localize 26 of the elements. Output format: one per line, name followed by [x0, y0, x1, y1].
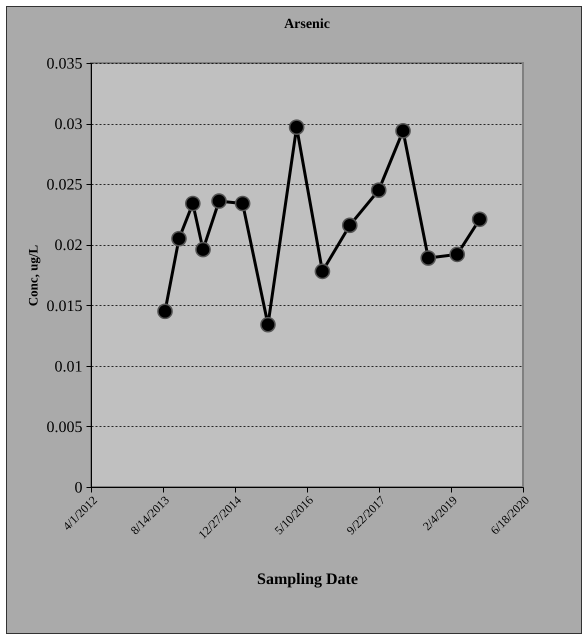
point	[449, 246, 466, 262]
point	[195, 242, 211, 258]
x-axis-title: Sampling Date	[257, 570, 358, 588]
y-tick-label: 0.02	[54, 237, 82, 254]
point	[395, 123, 411, 139]
y-tick-label: 0.015	[46, 298, 82, 315]
y-tick-label: 0.005	[46, 418, 82, 436]
point	[260, 316, 276, 332]
point	[342, 218, 358, 234]
y-tick-label: 0.025	[46, 176, 82, 194]
point	[370, 182, 387, 198]
y-axis-title: Conc, ug/L	[26, 244, 40, 306]
y-tick-label: 0.01	[54, 358, 82, 376]
y-tick-label: 0	[74, 480, 82, 496]
point	[288, 119, 304, 136]
point	[171, 230, 187, 246]
y-tick-label: 0.03	[54, 116, 82, 134]
y-tick-label: 0.035	[46, 56, 82, 72]
point	[420, 250, 436, 266]
point	[234, 196, 250, 212]
point	[472, 211, 488, 228]
point	[157, 304, 173, 320]
chart-title: Arsenic	[284, 17, 330, 32]
point	[184, 196, 201, 212]
point	[211, 193, 227, 209]
point	[314, 264, 330, 280]
